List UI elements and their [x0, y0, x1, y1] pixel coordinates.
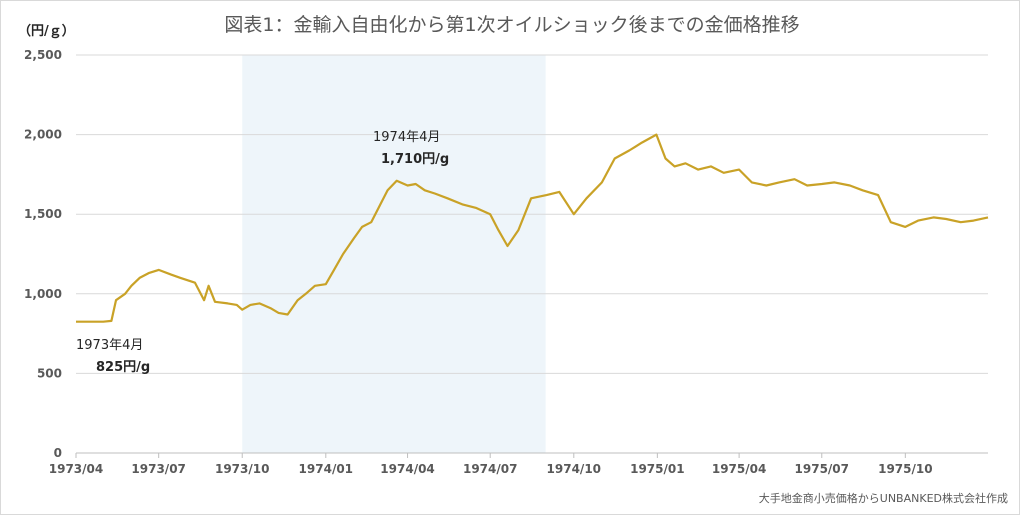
chart-title: 図表1：金輸入自由化から第1次オイルショック後までの金価格推移: [224, 14, 800, 36]
axis-layer: 0 500 1,000 1,500 2,000 2,500 1973/04 1973/07 19…: [24, 48, 988, 476]
y-tick-label: 2,500: [24, 48, 62, 62]
source-note: 大手地金商小売価格からUNBANKED株式会社作成: [758, 492, 1008, 505]
x-tick-label: 1975/07: [795, 462, 849, 476]
y-tick-label: 0: [54, 446, 62, 460]
x-tick-label: 1974/01: [299, 462, 353, 476]
shaded-period: [242, 55, 546, 453]
x-tick-label: 1974/07: [463, 462, 517, 476]
series-layer: [76, 133, 989, 323]
annotation-1974-date: 1974年4月: [373, 130, 440, 145]
x-tick-label: 1975/10: [878, 462, 932, 476]
x-tick-label: 1974/04: [380, 462, 434, 476]
y-tick-label: 1,000: [24, 287, 62, 301]
annotation-1973-value: 825円/g: [96, 360, 150, 375]
y-tick-label: 2,000: [24, 128, 62, 142]
x-tick-label: 1973/10: [215, 462, 269, 476]
x-tick-label: 1974/10: [547, 462, 601, 476]
price-line: [76, 133, 989, 323]
x-tick-label: 1973/07: [131, 462, 185, 476]
annotation-layer: 1973年4月 825円/g 1974年4月 1,710円/g: [76, 130, 449, 375]
y-tick-label: 500: [37, 366, 62, 380]
x-tick-label: 1975/04: [712, 462, 766, 476]
x-tick-label: 1973/04: [49, 462, 103, 476]
y-tick-label: 1,500: [24, 207, 62, 221]
annotation-1974-value: 1,710円/g: [381, 152, 449, 167]
grid-layer: [76, 54, 988, 374]
shaded-period-layer: [242, 55, 546, 453]
annotation-1973-date: 1973年4月: [76, 338, 143, 353]
x-tick-label: 1975/01: [630, 462, 684, 476]
y-axis-unit-label: （円/ｇ）: [18, 24, 75, 39]
